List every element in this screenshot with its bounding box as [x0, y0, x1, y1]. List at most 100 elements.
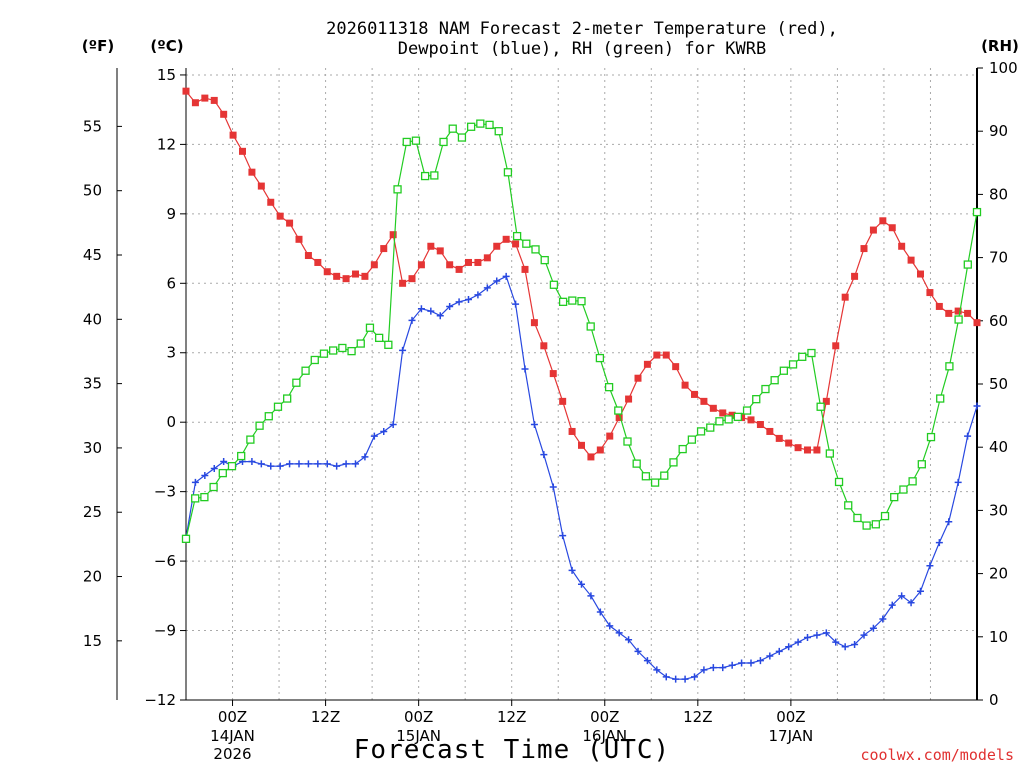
dewpoint-point [700, 666, 708, 674]
dewpoint-point [427, 307, 435, 315]
dewpoint-point [314, 460, 322, 468]
rh-point [273, 402, 283, 411]
2-meter-temperature-point [314, 258, 322, 266]
dewpoint-point [907, 599, 915, 607]
rh-point [908, 477, 917, 486]
grid-lines [186, 68, 977, 701]
rh-point [503, 168, 513, 177]
dewpoint-point [917, 587, 924, 595]
dewpoint-point [361, 453, 369, 461]
rh-point [798, 352, 807, 361]
celsius-tick-label: 15 [157, 66, 176, 84]
dewpoint-point [615, 629, 623, 637]
rh-tick-label: 20 [989, 565, 1008, 583]
2-meter-temperature-point [191, 99, 199, 107]
dewpoint-point [417, 305, 425, 313]
fahrenheit-tick-label: 55 [83, 117, 102, 135]
rh-point [696, 427, 706, 436]
2-meter-temperature-point [474, 258, 482, 266]
credit-text[interactable]: coolwx.com/models [860, 746, 1014, 764]
rh-point [512, 231, 522, 241]
celsius-tick-label: −6 [154, 552, 176, 570]
rh-point [384, 340, 393, 349]
rh-point [347, 346, 356, 356]
rh-point [301, 366, 310, 375]
2-meter-temperature-point [502, 235, 510, 243]
dewpoint-point [521, 365, 529, 373]
dewpoint-point [474, 291, 482, 299]
rh-point [724, 415, 733, 424]
rh-point [862, 521, 871, 530]
rh-tick-label: 10 [989, 628, 1008, 646]
dewpoint-point [879, 615, 887, 623]
rh-point [338, 343, 347, 353]
rh-point [926, 432, 936, 442]
dewpoint-point [860, 631, 868, 639]
2-meter-temperature-point [455, 265, 463, 273]
dewpoint-point [832, 638, 840, 646]
rh-point [430, 171, 439, 180]
rh-point [871, 520, 880, 529]
rh-point [310, 355, 319, 365]
rh-point [209, 482, 218, 492]
rh-point [365, 323, 375, 332]
dewpoint-point [662, 673, 670, 681]
fahrenheit-tick-label: 40 [83, 310, 102, 328]
rh-point [375, 333, 384, 343]
rh-point [393, 185, 402, 194]
dewpoint-point [210, 464, 218, 472]
dewpoint-point [681, 675, 689, 683]
rh-point [319, 349, 329, 358]
rh-point [200, 492, 209, 502]
2-meter-temperature-point [210, 96, 218, 104]
2-meter-temperature-point [295, 235, 303, 243]
2-meter-temperature-point [521, 265, 529, 273]
rh-tick-label: 50 [989, 375, 1008, 393]
2-meter-temperature-point [436, 247, 444, 255]
rh-tick-label: 60 [989, 312, 1008, 330]
rh-point [586, 322, 595, 331]
2-meter-temperature-point [869, 226, 877, 234]
rh-point [945, 362, 954, 371]
dewpoint-point [502, 272, 510, 280]
x-tick-date: 17JAN [769, 727, 814, 745]
2-meter-temperature-point [446, 261, 454, 269]
2-meter-temperature-point [662, 351, 670, 359]
rh-point [972, 207, 982, 217]
dewpoint-point [935, 539, 943, 547]
rh-point [329, 346, 338, 355]
dewpoint-point [709, 664, 717, 672]
2-meter-temperature-point [700, 397, 708, 405]
2-meter-temperature-point [276, 212, 284, 220]
fahrenheit-tick-label: 45 [83, 246, 102, 264]
2-meter-temperature-point [973, 319, 981, 327]
celsius-axis-label: (ºC) [150, 37, 183, 55]
2-meter-temperature-point [719, 409, 727, 417]
rh-point [237, 451, 246, 461]
rh-point [899, 485, 908, 494]
2-meter-temperature-point [568, 427, 576, 435]
2-meter-temperature-point [691, 390, 698, 398]
rh-point [825, 449, 834, 458]
dewpoint-point [964, 432, 972, 440]
dewpoint-point [286, 460, 294, 468]
rh-point [963, 260, 972, 269]
rh-point [770, 376, 779, 385]
rh-point [595, 353, 605, 363]
celsius-tick-label: −12 [144, 691, 176, 709]
rh-point [531, 245, 540, 254]
dewpoint-point [342, 460, 350, 468]
rh-line [185, 122, 978, 539]
dewpoint-point [766, 652, 774, 660]
rh-point [558, 297, 568, 306]
2-meter-temperature-point [822, 397, 830, 405]
rh-point [577, 297, 586, 306]
dewpoint-point [719, 664, 727, 672]
2-meter-temperature-point [549, 370, 557, 378]
dewpoint-point [596, 608, 604, 616]
dewpoint-point [276, 462, 284, 470]
data-series [181, 87, 982, 683]
2-meter-temperature-point [756, 421, 764, 429]
2-meter-temperature-point [879, 217, 887, 225]
chart-title-line1: 2026011318 NAM Forecast 2-meter Temperat… [326, 19, 838, 39]
